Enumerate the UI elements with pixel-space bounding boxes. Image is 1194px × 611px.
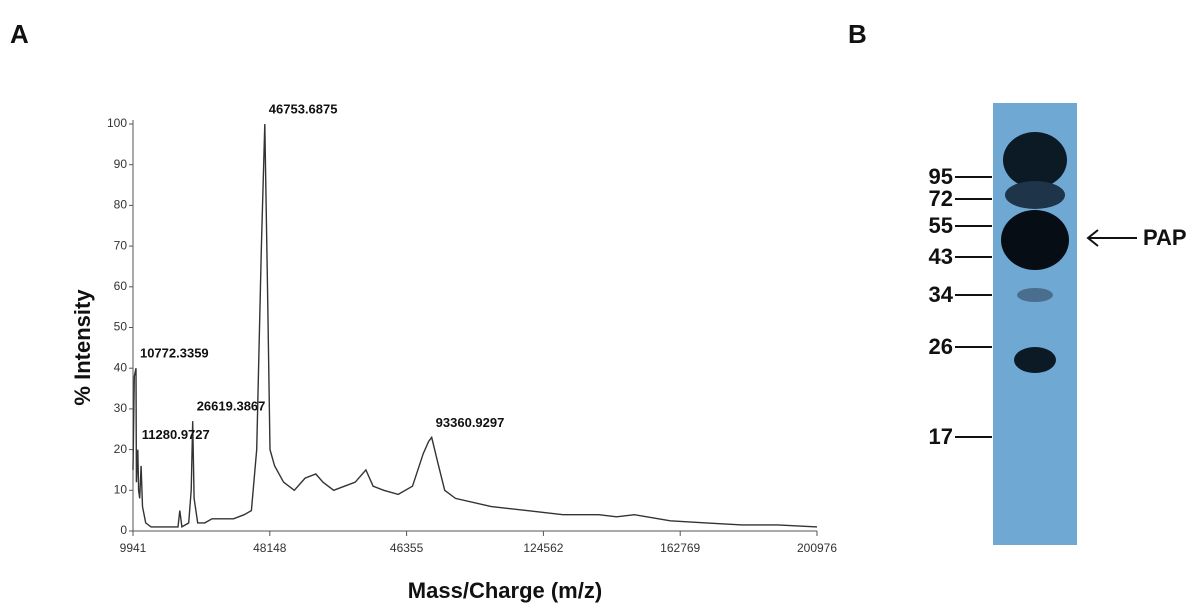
y-tick-label: 50 [114,320,128,334]
x-tick-label: 48148 [253,541,287,555]
spectrum-line [133,124,817,527]
peak-annotation: 46753.6875 [269,101,338,116]
y-tick-label: 30 [114,401,128,415]
y-tick-label: 60 [114,279,128,293]
x-tick-label: 200976 [797,541,837,555]
band-label: PAP [1143,225,1187,250]
blot-band [1001,210,1069,270]
figure: A B PAP 0 10 20 30 40 50 60 70 80 90 100 9941 48148 4… [0,0,1194,611]
x-tick-label: 9941 [120,541,147,555]
y-tick-label: 20 [114,442,128,456]
y-tick-label: 100 [107,116,127,130]
x-tick-label: 124562 [523,541,563,555]
marker-label: 17 [929,424,953,449]
y-tick-label: 40 [114,360,128,374]
blot-band [1014,347,1056,373]
peak-annotation: 93360.9297 [436,415,505,430]
y-tick-label: 70 [114,238,128,252]
marker-label: 43 [929,244,953,269]
y-tick-label: 80 [114,198,128,212]
blot-band [1017,288,1053,302]
marker-label: 34 [929,282,954,307]
marker-label: 55 [929,213,953,238]
peak-annotation: 10772.3359 [140,346,209,361]
x-axis-label: Mass/Charge (m/z) [408,578,602,603]
y-tick-label: 10 [114,482,128,496]
y-axis-label: % Intensity [70,289,95,406]
y-tick-label: 0 [120,523,127,537]
y-tick-label: 90 [114,157,128,171]
peak-annotation: 11280.9727 [142,427,210,442]
marker-label: 72 [929,186,953,211]
x-tick-label: 162769 [660,541,700,555]
panel-label: A [10,19,29,49]
peak-annotation: 26619.3867 [197,399,266,414]
x-tick-label: 46355 [390,541,424,555]
marker-label: 26 [929,334,953,359]
blot-band [1005,181,1065,209]
blot-band [1003,132,1067,188]
panel-label: B [848,19,867,49]
